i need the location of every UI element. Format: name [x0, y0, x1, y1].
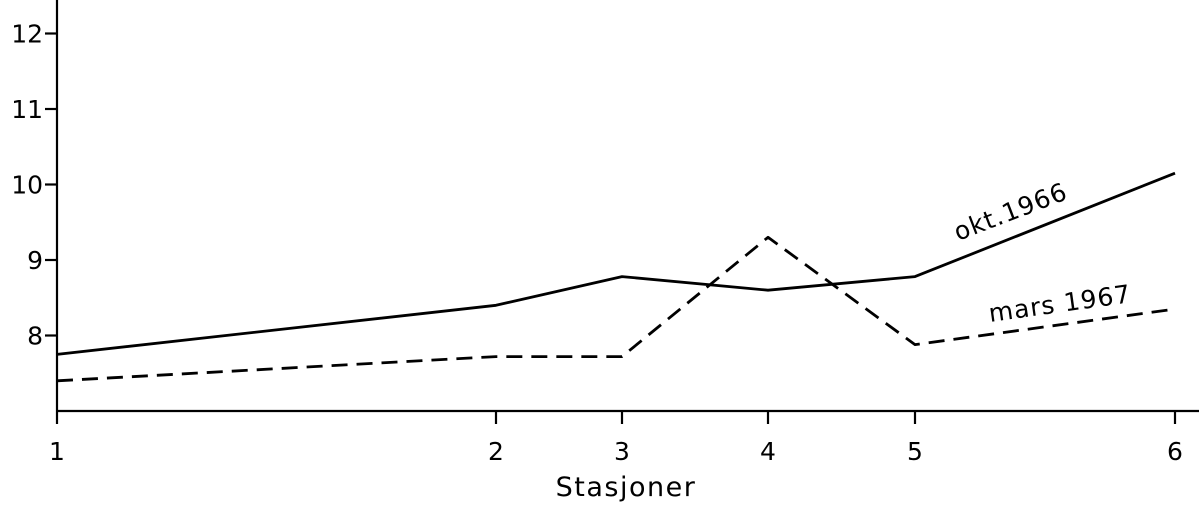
x-tick-label: 4: [760, 437, 776, 466]
series-label: okt.1966: [950, 177, 1072, 247]
y-tick-label: 11: [11, 95, 43, 124]
x-tick-label: 1: [49, 437, 65, 466]
series-layer: [56, 171, 1176, 383]
series-label: mars 1967: [987, 279, 1133, 328]
y-tick-label: 9: [27, 246, 43, 275]
y-axis: 8 9 10 11 12: [11, 0, 59, 411]
x-tick-label: 5: [907, 437, 923, 466]
x-ticks: 1 2 3 4 5 6: [49, 411, 1183, 466]
y-tick-label: 10: [11, 171, 43, 200]
series-line-okt-1966: [56, 171, 1176, 356]
y-tick-label: 8: [27, 322, 43, 351]
series-line-mars-1967: [56, 235, 1176, 383]
x-axis: 1 2 3 4 5 6 Stasjoner: [49, 409, 1199, 503]
y-ticks: 8 9 10 11 12: [11, 20, 57, 351]
x-tick-label: 6: [1167, 437, 1183, 466]
x-axis-title: Stasjoner: [556, 472, 697, 503]
x-tick-label: 3: [614, 437, 630, 466]
y-tick-label: 12: [11, 20, 43, 49]
x-tick-label: 2: [488, 437, 504, 466]
